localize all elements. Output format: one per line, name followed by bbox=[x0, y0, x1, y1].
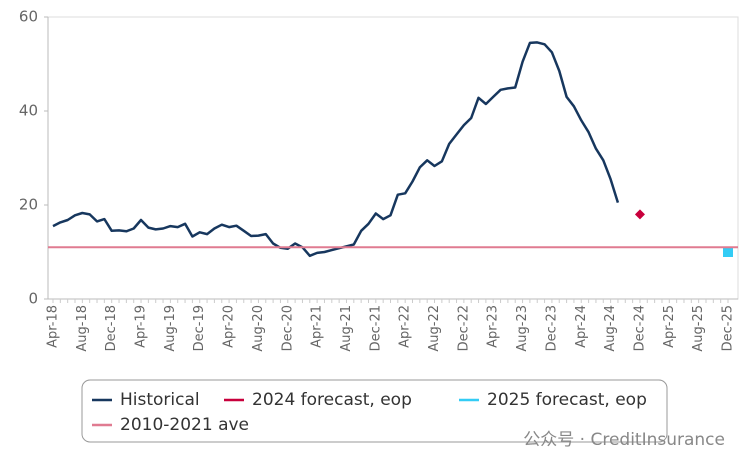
x-tick-label: Apr-19 bbox=[134, 305, 149, 348]
legend-label: Historical bbox=[120, 390, 200, 410]
legend-label: 2024 forecast, eop bbox=[252, 390, 412, 410]
forecast-marker bbox=[634, 209, 645, 220]
x-tick-label: Aug-25 bbox=[691, 305, 706, 352]
forecast-marker bbox=[723, 247, 733, 257]
plot-frame bbox=[47, 16, 739, 300]
x-tick-label: Dec-20 bbox=[280, 305, 295, 351]
x-tick-label: Dec-19 bbox=[192, 305, 207, 351]
y-tick-label: 20 bbox=[19, 196, 38, 214]
x-tick-label: Apr-24 bbox=[574, 305, 589, 348]
legend-label: 2025 forecast, eop bbox=[487, 390, 647, 410]
x-tick-label: Aug-22 bbox=[427, 305, 442, 352]
x-tick-label: Aug-23 bbox=[515, 305, 530, 352]
x-tick-label: Apr-25 bbox=[662, 305, 677, 348]
x-tick-label: Dec-25 bbox=[721, 305, 736, 351]
x-tick-label: Aug-19 bbox=[163, 305, 178, 352]
x-tick-label: Dec-18 bbox=[104, 305, 119, 351]
x-tick-label: Apr-20 bbox=[222, 305, 237, 348]
x-tick-label: Dec-23 bbox=[544, 305, 559, 351]
x-tick-label: Aug-24 bbox=[603, 305, 618, 352]
x-tick-label: Aug-21 bbox=[339, 305, 354, 352]
x-tick-label: Apr-18 bbox=[46, 305, 61, 348]
x-tick-label: Apr-22 bbox=[398, 305, 413, 348]
legend-box bbox=[81, 379, 668, 443]
x-tick-label: Dec-24 bbox=[632, 305, 647, 351]
y-tick-label: 40 bbox=[19, 102, 38, 120]
watermark: 公众号 · CreditInsurance bbox=[523, 430, 725, 450]
x-tick-label: Aug-18 bbox=[75, 305, 90, 352]
x-tick-label: Apr-21 bbox=[310, 305, 325, 348]
x-tick-label: Dec-21 bbox=[368, 305, 383, 351]
legend-label: 2010-2021 ave bbox=[120, 415, 249, 435]
series-line bbox=[52, 41, 620, 258]
y-tick-label: 0 bbox=[28, 290, 38, 308]
y-tick-label: 60 bbox=[19, 8, 38, 26]
x-tick-label: Dec-22 bbox=[456, 305, 471, 351]
x-tick-label: Aug-20 bbox=[251, 305, 266, 352]
x-tick-label: Apr-23 bbox=[486, 305, 501, 348]
